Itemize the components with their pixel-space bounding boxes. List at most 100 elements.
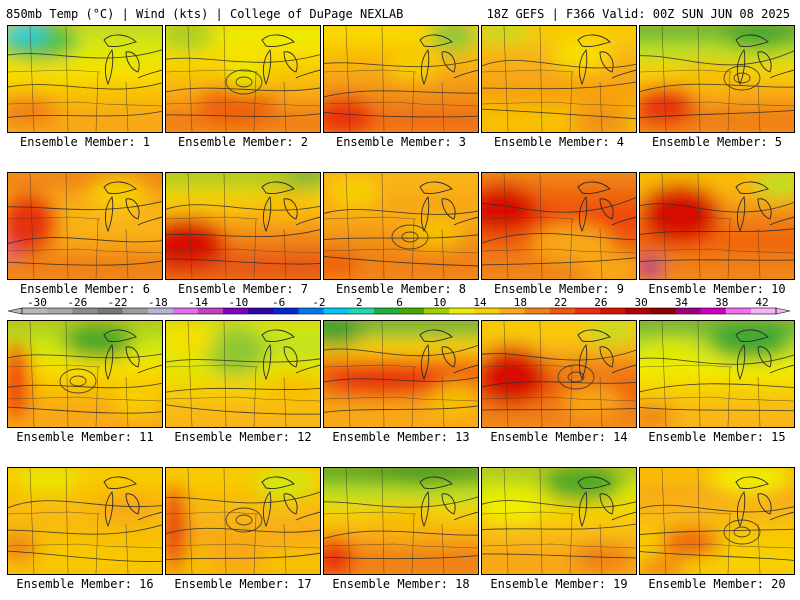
member-label: Ensemble Member: 3 xyxy=(335,135,467,149)
temperature-field xyxy=(324,173,478,279)
colorbar-swatch xyxy=(750,308,777,314)
member-map xyxy=(323,172,479,280)
ensemble-panel: Ensemble Member: 7 xyxy=(165,172,321,296)
member-map xyxy=(481,467,637,575)
member-map xyxy=(639,320,795,428)
member-label: Ensemble Member: 8 xyxy=(335,282,467,296)
member-label: Ensemble Member: 14 xyxy=(490,430,628,444)
colorbar-swatch xyxy=(223,308,249,314)
ensemble-panel: Ensemble Member: 6 xyxy=(7,172,163,296)
colorbar-tick-label: 30 xyxy=(635,297,648,309)
temperature-colorbar: -30 -26 -22 -18 -14 -10 -6 -2 2 6 10 14 18 22 26 30 34 38… xyxy=(7,297,791,315)
temperature-field xyxy=(324,26,478,132)
member-label: Ensemble Member: 13 xyxy=(332,430,470,444)
member-map xyxy=(165,25,321,133)
member-map xyxy=(323,467,479,575)
colorbar-swatch xyxy=(172,308,199,314)
member-map xyxy=(7,172,163,280)
colorbar-swatch xyxy=(574,308,601,314)
temperature-field xyxy=(324,321,478,427)
temperature-field xyxy=(640,173,794,279)
ensemble-panel: Ensemble Member: 19 xyxy=(481,467,637,591)
temperature-field xyxy=(166,173,320,279)
member-label: Ensemble Member: 7 xyxy=(177,282,309,296)
temperature-field xyxy=(640,321,794,427)
colorbar-swatch xyxy=(625,308,651,314)
ensemble-panel: Ensemble Member: 17 xyxy=(165,467,321,591)
colorbar-tick-label: -10 xyxy=(228,297,248,309)
temperature-field xyxy=(166,321,320,427)
temperature-field xyxy=(166,468,320,574)
colorbar-swatch xyxy=(323,308,350,314)
member-map xyxy=(7,320,163,428)
colorbar-swatch xyxy=(122,308,149,314)
colorbar-tick-label: 2 xyxy=(356,297,363,309)
member-map xyxy=(639,25,795,133)
member-map xyxy=(639,467,795,575)
member-label: Ensemble Member: 16 xyxy=(16,577,154,591)
temperature-field xyxy=(482,26,636,132)
ensemble-panel: Ensemble Member: 1 xyxy=(7,25,163,149)
colorbar-tick-label: 42 xyxy=(755,297,768,309)
colorbar-tick-label: -14 xyxy=(188,297,208,309)
member-map xyxy=(481,172,637,280)
temperature-field xyxy=(8,468,162,574)
member-label: Ensemble Member: 4 xyxy=(493,135,625,149)
member-label: Ensemble Member: 12 xyxy=(174,430,312,444)
ensemble-panel: Ensemble Member: 13 xyxy=(323,320,479,444)
temperature-field xyxy=(8,321,162,427)
ensemble-panel: Ensemble Member: 4 xyxy=(481,25,637,149)
temperature-field xyxy=(8,26,162,132)
member-map xyxy=(165,172,321,280)
temperature-field xyxy=(166,26,320,132)
run-valid-time: 18Z GEFS | F366 Valid: 00Z SUN JUN 08 20… xyxy=(486,7,790,21)
ensemble-panel: Ensemble Member: 8 xyxy=(323,172,479,296)
colorbar-swatch xyxy=(273,308,299,314)
colorbar-swatch xyxy=(675,308,702,314)
member-label: Ensemble Member: 5 xyxy=(651,135,783,149)
temperature-field xyxy=(640,468,794,574)
temperature-field xyxy=(482,173,636,279)
colorbar-tick-label: -6 xyxy=(272,297,285,309)
colorbar-tick-label: 14 xyxy=(473,297,487,309)
temperature-field xyxy=(482,468,636,574)
colorbar-tick-label: 10 xyxy=(433,297,446,309)
colorbar-swatch xyxy=(197,308,224,314)
colorbar-tick-label: -22 xyxy=(108,297,128,309)
ensemble-panel: Ensemble Member: 5 xyxy=(639,25,795,149)
temperature-field xyxy=(482,321,636,427)
colorbar-tick-label: 22 xyxy=(554,297,567,309)
colorbar-tick-label: -18 xyxy=(148,297,168,309)
colorbar-swatch xyxy=(72,308,98,314)
ensemble-panel: Ensemble Member: 11 xyxy=(7,320,163,444)
colorbar-swatch xyxy=(449,308,475,314)
member-map xyxy=(639,172,795,280)
ensemble-panel: Ensemble Member: 14 xyxy=(481,320,637,444)
colorbar-swatch xyxy=(373,308,400,314)
ensemble-panel: Ensemble Member: 15 xyxy=(639,320,795,444)
colorbar-swatch xyxy=(147,308,174,314)
ensemble-panel: Ensemble Member: 12 xyxy=(165,320,321,444)
ensemble-panel: Ensemble Member: 20 xyxy=(639,467,795,591)
colorbar-swatch xyxy=(700,308,727,314)
ensemble-panel: Ensemble Member: 16 xyxy=(7,467,163,591)
colorbar-swatch xyxy=(22,308,48,314)
member-label: Ensemble Member: 11 xyxy=(16,430,154,444)
member-map xyxy=(7,25,163,133)
member-map xyxy=(481,320,637,428)
member-label: Ensemble Member: 10 xyxy=(648,282,786,296)
member-map xyxy=(7,467,163,575)
colorbar-swatch xyxy=(600,308,626,314)
colorbar-swatch xyxy=(650,308,676,314)
member-map xyxy=(323,320,479,428)
colorbar-swatch xyxy=(499,308,526,314)
colorbar-tick-label: 26 xyxy=(594,297,607,309)
colorbar-swatch xyxy=(549,308,576,314)
member-map xyxy=(481,25,637,133)
member-map xyxy=(165,467,321,575)
colorbar-swatch xyxy=(524,308,551,314)
colorbar-swatch xyxy=(97,308,124,314)
member-label: Ensemble Member: 17 xyxy=(174,577,312,591)
colorbar-tick-label: -26 xyxy=(67,297,87,309)
colorbar-swatch xyxy=(725,308,752,314)
